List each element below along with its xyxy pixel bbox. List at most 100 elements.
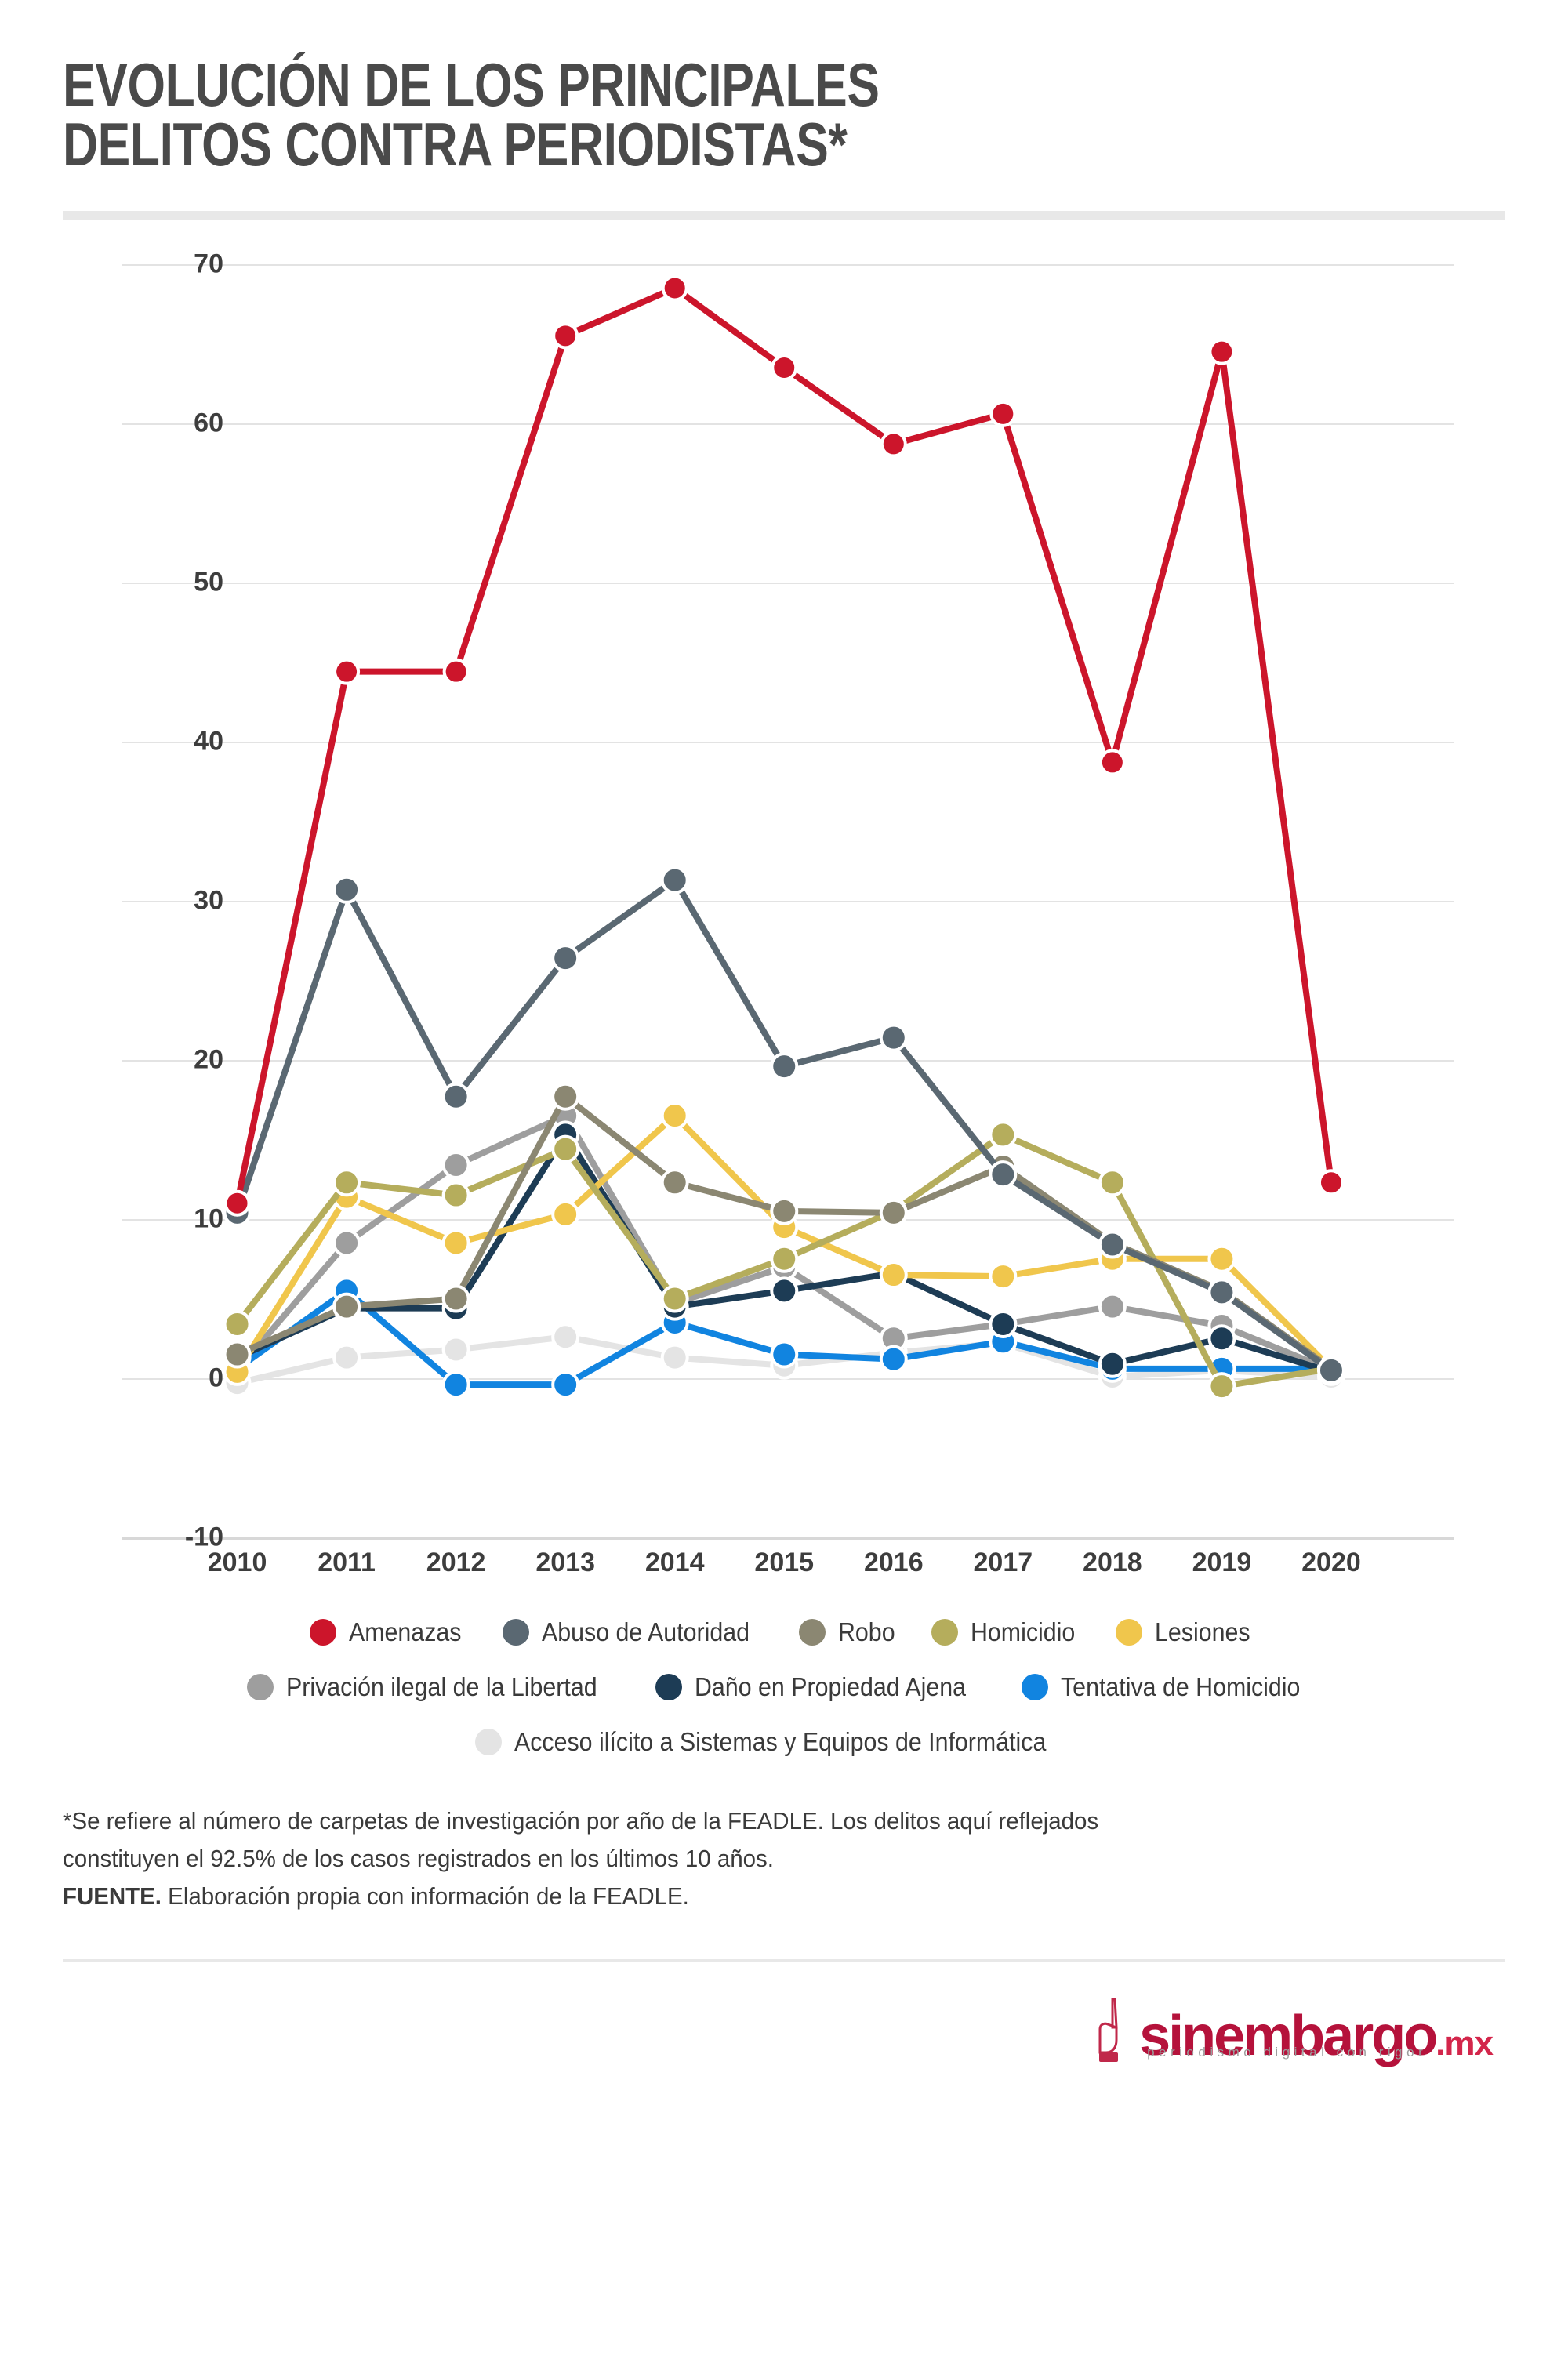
legend-color-swatch-icon (931, 1618, 958, 1646)
pointing-finger-icon (1098, 1998, 1119, 2063)
data-point (661, 274, 688, 302)
data-point (771, 354, 798, 381)
brand-logo: sinembargo.mx periodismo digital con rig… (0, 1996, 1568, 2064)
data-point (332, 1343, 361, 1372)
chart-container: -10 0 10 20 30 40 50 60 70 2010 2011 2012 2013 2014 2… (0, 249, 1568, 1577)
data-point (1207, 1372, 1236, 1401)
x-axis-tick-label: 2014 (644, 1547, 705, 1577)
data-point (1098, 749, 1126, 776)
series-line (234, 1112, 1334, 1375)
x-axis-tick-label: 2015 (754, 1547, 815, 1577)
x-axis-labels: 2010 2011 2012 2013 2014 2015 2016 2017 2018 2019… (122, 1548, 1454, 1595)
footnote-line-2: constituyen el 92.5% de los casos regist… (63, 1844, 774, 1872)
data-point (660, 1101, 689, 1130)
x-axis-tick-label: 2011 (318, 1547, 376, 1577)
data-point (441, 1335, 470, 1364)
data-point (333, 658, 361, 685)
data-point (551, 943, 580, 972)
legend-label: Privación ilegal de la Libertad (286, 1671, 597, 1701)
data-point (332, 875, 361, 904)
legend-row-3: Acceso ilícito a Sistemas y Equipos de I… (63, 1727, 1505, 1757)
legend-item-robo[interactable]: Robo (799, 1617, 900, 1647)
gridline (122, 741, 1454, 743)
y-axis-tick-label: -10 (184, 1522, 223, 1552)
data-point (879, 1198, 908, 1227)
data-point (441, 1150, 470, 1179)
x-axis-tick-label: 2010 (207, 1547, 267, 1577)
legend-color-swatch-icon (310, 1618, 337, 1646)
legend-label: Lesiones (1154, 1617, 1250, 1646)
data-point (223, 1189, 251, 1217)
data-point (441, 1370, 470, 1399)
gridline (122, 263, 1454, 266)
data-point (332, 1229, 361, 1258)
data-point (1098, 1230, 1127, 1259)
legend-item-da-o-en-propiedad-ajena[interactable]: Daño en Propiedad Ajena (655, 1672, 989, 1702)
legend-color-swatch-icon (502, 1618, 529, 1646)
legend-item-acceso-il-cito-a-sistemas-y-equipos-de-inform-tica[interactable]: Acceso ilícito a Sistemas y Equipos de I… (475, 1727, 1092, 1757)
logo-wordmark: sinembargo (1139, 2005, 1438, 2068)
data-point (660, 1343, 689, 1372)
data-point (552, 322, 579, 350)
data-point (1098, 1349, 1127, 1378)
legend-color-swatch-icon (1021, 1673, 1048, 1700)
data-point (770, 1051, 799, 1080)
x-axis-tick-label: 2017 (973, 1547, 1033, 1577)
legend-color-swatch-icon (475, 1728, 503, 1755)
chart-plot-area (223, 274, 1345, 1401)
legend-item-amenazas[interactable]: Amenazas (310, 1617, 471, 1647)
gridline (122, 423, 1454, 425)
data-point (770, 1340, 799, 1369)
legend-row-2: Privación ilegal de la Libertad Daño en P… (63, 1672, 1505, 1702)
series-line (234, 1112, 1334, 1374)
legend-label: Homicidio (970, 1617, 1076, 1646)
data-point (879, 1023, 908, 1052)
y-axis-tick-label: 60 (194, 408, 223, 438)
legend-item-privaci-n-ilegal-de-la-libertad[interactable]: Privación ilegal de la Libertad (247, 1672, 624, 1702)
y-axis-tick-label: 30 (194, 885, 223, 916)
data-point (879, 1260, 908, 1289)
title-block: EVOLUCIÓN DE LOS PRINCIPALES DELITOS CON… (0, 0, 1568, 175)
footnote-source: FUENTE. Elaboración propia con informaci… (63, 1878, 1433, 1915)
data-point (1316, 1356, 1345, 1385)
gridline (122, 1537, 1454, 1540)
data-point (880, 430, 907, 458)
data-point (1098, 1292, 1127, 1321)
data-point (441, 1181, 470, 1210)
data-point (441, 1082, 470, 1111)
data-point (441, 1284, 470, 1313)
legend-item-homicidio[interactable]: Homicidio (931, 1617, 1084, 1647)
y-axis-tick-label: 70 (194, 249, 223, 279)
data-point (551, 1134, 580, 1163)
legend-item-lesiones[interactable]: Lesiones (1115, 1617, 1258, 1647)
legend-label: Abuso de Autoridad (541, 1617, 750, 1646)
data-point (1207, 1244, 1236, 1273)
legend-label: Robo (838, 1617, 895, 1646)
data-point (1098, 1168, 1127, 1197)
data-point (441, 1229, 470, 1258)
y-axis-tick-label: 0 (209, 1363, 223, 1393)
x-axis-tick-label: 2013 (535, 1547, 595, 1577)
data-point (551, 1323, 580, 1352)
gridline (122, 582, 1454, 584)
legend-item-tentativa-de-homicidio[interactable]: Tentativa de Homicidio (1021, 1671, 1321, 1702)
data-point (1208, 338, 1236, 365)
logo-tld: .mx (1436, 2024, 1494, 2063)
data-point (879, 1345, 908, 1374)
gridline (122, 900, 1454, 902)
y-axis-tick-label: 20 (194, 1044, 223, 1075)
footnote-source-label: FUENTE. (63, 1882, 162, 1910)
data-point (1317, 1169, 1345, 1196)
footer-divider (63, 1959, 1505, 1962)
legend-item-abuso-de-autoridad[interactable]: Abuso de Autoridad (502, 1617, 768, 1647)
data-point (770, 1276, 799, 1305)
legend-label: Amenazas (349, 1617, 462, 1646)
legend-label: Tentativa de Homicidio (1060, 1671, 1301, 1701)
x-axis-tick-label: 2016 (863, 1547, 924, 1577)
x-axis-tick-label: 2019 (1192, 1547, 1252, 1577)
legend-color-swatch-icon (655, 1673, 683, 1700)
x-axis-tick-label: 2018 (1083, 1547, 1142, 1577)
data-point (660, 1168, 689, 1197)
logo-text: sinembargo.mx periodismo digital con rig… (1139, 2008, 1494, 2064)
